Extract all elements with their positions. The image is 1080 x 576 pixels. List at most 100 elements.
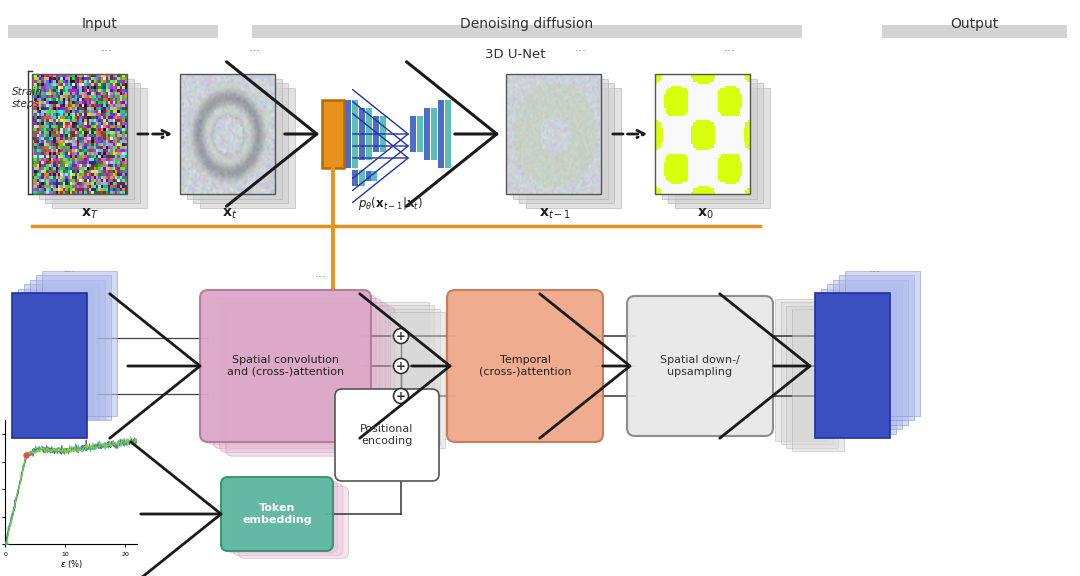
Bar xyxy=(507,74,600,194)
Bar xyxy=(417,116,423,152)
FancyArrowPatch shape xyxy=(406,62,497,206)
Text: $\mathbf{x}_{t-1}$: $\mathbf{x}_{t-1}$ xyxy=(539,207,571,221)
Bar xyxy=(445,100,451,168)
FancyArrowPatch shape xyxy=(352,89,408,179)
FancyBboxPatch shape xyxy=(200,290,372,442)
Bar xyxy=(815,293,890,438)
Circle shape xyxy=(393,328,408,343)
Bar xyxy=(36,275,111,420)
Text: Input: Input xyxy=(82,17,118,31)
Text: $\mathbf{x}_T$: $\mathbf{x}_T$ xyxy=(81,207,99,221)
Text: Temporal
(cross-)attention: Temporal (cross-)attention xyxy=(478,355,571,377)
Text: +: + xyxy=(396,389,406,403)
Bar xyxy=(827,284,902,429)
Bar xyxy=(12,293,87,438)
Bar xyxy=(42,271,117,415)
Bar xyxy=(845,271,920,415)
Bar xyxy=(187,78,282,199)
Bar xyxy=(431,108,437,160)
Bar xyxy=(792,309,843,451)
Bar xyxy=(519,83,615,203)
Text: ···: ··· xyxy=(724,46,735,59)
Bar xyxy=(39,78,134,199)
Text: $\mathbf{x}_t$: $\mathbf{x}_t$ xyxy=(222,207,238,221)
FancyArrowPatch shape xyxy=(352,101,408,191)
Bar xyxy=(839,275,914,420)
FancyArrowPatch shape xyxy=(360,294,450,438)
Text: ···: ··· xyxy=(249,46,261,59)
Bar xyxy=(345,100,351,168)
Bar xyxy=(786,305,838,448)
Bar xyxy=(675,88,769,207)
Text: Denoising diffusion: Denoising diffusion xyxy=(460,17,594,31)
Bar xyxy=(24,284,99,429)
FancyBboxPatch shape xyxy=(627,296,773,436)
Text: +: + xyxy=(396,329,406,343)
Text: ···: ··· xyxy=(64,267,76,279)
Bar xyxy=(669,83,762,203)
Text: Token
embedding: Token embedding xyxy=(242,503,312,525)
FancyBboxPatch shape xyxy=(228,481,337,553)
Text: ···: ··· xyxy=(575,46,588,59)
Bar xyxy=(374,301,429,438)
Text: ···: ··· xyxy=(868,267,880,279)
Bar xyxy=(380,116,386,152)
FancyArrowPatch shape xyxy=(227,62,316,206)
FancyArrowPatch shape xyxy=(131,442,221,576)
FancyBboxPatch shape xyxy=(239,486,349,558)
FancyArrowPatch shape xyxy=(540,294,630,438)
Text: $p_\theta(\mathbf{x}_{t-1}|\mathbf{x}_t)$: $p_\theta(\mathbf{x}_{t-1}|\mathbf{x}_t)… xyxy=(357,195,422,213)
Text: $\mathbf{x}_0$: $\mathbf{x}_0$ xyxy=(697,207,713,221)
Bar xyxy=(775,298,827,441)
Bar xyxy=(366,108,372,160)
Bar xyxy=(526,88,621,207)
Text: ···: ··· xyxy=(102,46,113,59)
FancyBboxPatch shape xyxy=(219,302,389,452)
FancyBboxPatch shape xyxy=(207,295,376,445)
Bar xyxy=(390,312,445,448)
Bar xyxy=(384,309,440,445)
Bar xyxy=(821,289,896,434)
FancyBboxPatch shape xyxy=(214,298,382,449)
FancyArrowPatch shape xyxy=(110,294,200,438)
Bar xyxy=(661,78,756,199)
Circle shape xyxy=(393,388,408,404)
Text: ···: ··· xyxy=(314,271,326,285)
Text: Output: Output xyxy=(950,17,998,31)
Bar xyxy=(352,100,357,168)
Bar xyxy=(30,279,105,425)
Bar xyxy=(833,279,908,425)
FancyArrowPatch shape xyxy=(719,294,810,438)
Bar xyxy=(32,74,127,194)
Bar xyxy=(410,116,416,152)
Text: Spatial convolution
and (cross-)attention: Spatial convolution and (cross-)attentio… xyxy=(227,355,345,377)
Bar xyxy=(45,83,140,203)
Bar xyxy=(359,108,365,160)
Bar xyxy=(438,100,444,168)
Bar xyxy=(654,74,750,194)
Bar xyxy=(372,171,377,181)
Bar xyxy=(379,305,434,441)
Text: 3D U-Net: 3D U-Net xyxy=(485,47,545,60)
Bar xyxy=(352,170,357,186)
Bar xyxy=(180,74,275,194)
Bar xyxy=(424,108,430,160)
FancyBboxPatch shape xyxy=(221,477,333,551)
Circle shape xyxy=(393,358,408,373)
FancyBboxPatch shape xyxy=(233,484,343,556)
Text: Positional
encoding: Positional encoding xyxy=(361,424,414,446)
Bar xyxy=(18,289,93,434)
Bar xyxy=(781,302,833,444)
Bar xyxy=(8,25,218,38)
Text: Spatial down-/
upsampling: Spatial down-/ upsampling xyxy=(660,355,740,377)
Bar xyxy=(52,88,147,207)
Bar xyxy=(252,25,802,38)
Bar xyxy=(359,170,365,186)
Bar xyxy=(373,116,379,152)
Text: Strain
steps: Strain steps xyxy=(12,87,43,109)
FancyBboxPatch shape xyxy=(226,306,395,456)
Bar xyxy=(882,25,1067,38)
Bar xyxy=(322,100,345,168)
Bar xyxy=(365,171,372,181)
Bar xyxy=(193,83,288,203)
